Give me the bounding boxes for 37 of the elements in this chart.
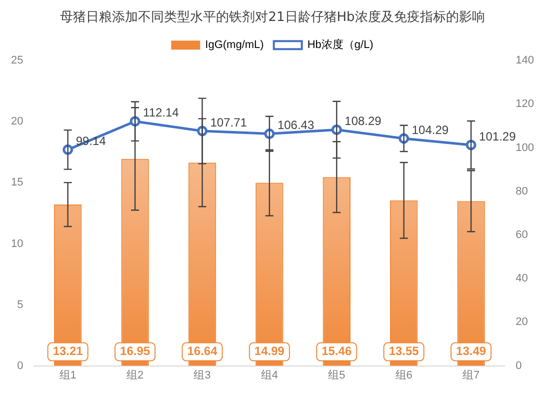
y-tick-label: 5 [17,298,24,311]
data-label: 112.14 [143,106,180,120]
y2-tick-label: 80 [516,185,528,198]
x-tick-label: 组3 [194,369,211,382]
data-label: 104.29 [412,122,449,137]
x-tick-label: 组4 [260,369,278,382]
y2-tick-label: 60 [516,229,528,242]
x-tick-label: 组1 [59,369,76,382]
x-tick-label: 组2 [126,369,144,382]
data-label: 13.55 [388,344,420,358]
data-label: 16.64 [187,344,218,358]
legend-label: Hb浓度（g/L) [307,38,374,52]
y-tick-label: 10 [10,238,24,250]
y-tick-label: 15 [10,176,24,189]
y2-tick-label: 140 [516,54,534,67]
y-tick-label: 0 [17,360,24,372]
y2-tick-label: 0 [516,360,522,372]
data-label: 13.49 [456,344,486,358]
data-label: 101.29 [479,129,516,144]
data-label: 14.99 [254,344,285,358]
chart-title: 母猪日粮添加不同类型水平的铁剂对21日龄仔猪Hb浓度及免疫指标的影响 [60,9,485,26]
y-tick-label: 25 [10,54,24,67]
legend-label: IgG(mg/mL) [205,39,264,52]
y2-tick-label: 120 [516,98,534,110]
data-label: 106.43 [277,118,314,132]
data-label: 13.21 [52,344,84,358]
x-tick-label: 组5 [328,369,346,382]
y2-tick-label: 100 [516,142,534,154]
data-label: 107.71 [210,115,248,130]
x-tick-label: 组6 [395,369,412,382]
data-label: 108.29 [344,114,382,128]
x-tick-label: 组7 [462,369,480,382]
data-label: 15.46 [322,344,352,358]
y2-tick-label: 20 [516,316,528,328]
data-label: 16.95 [120,344,150,358]
y2-tick-label: 40 [516,272,528,285]
y-tick-label: 20 [10,116,24,128]
